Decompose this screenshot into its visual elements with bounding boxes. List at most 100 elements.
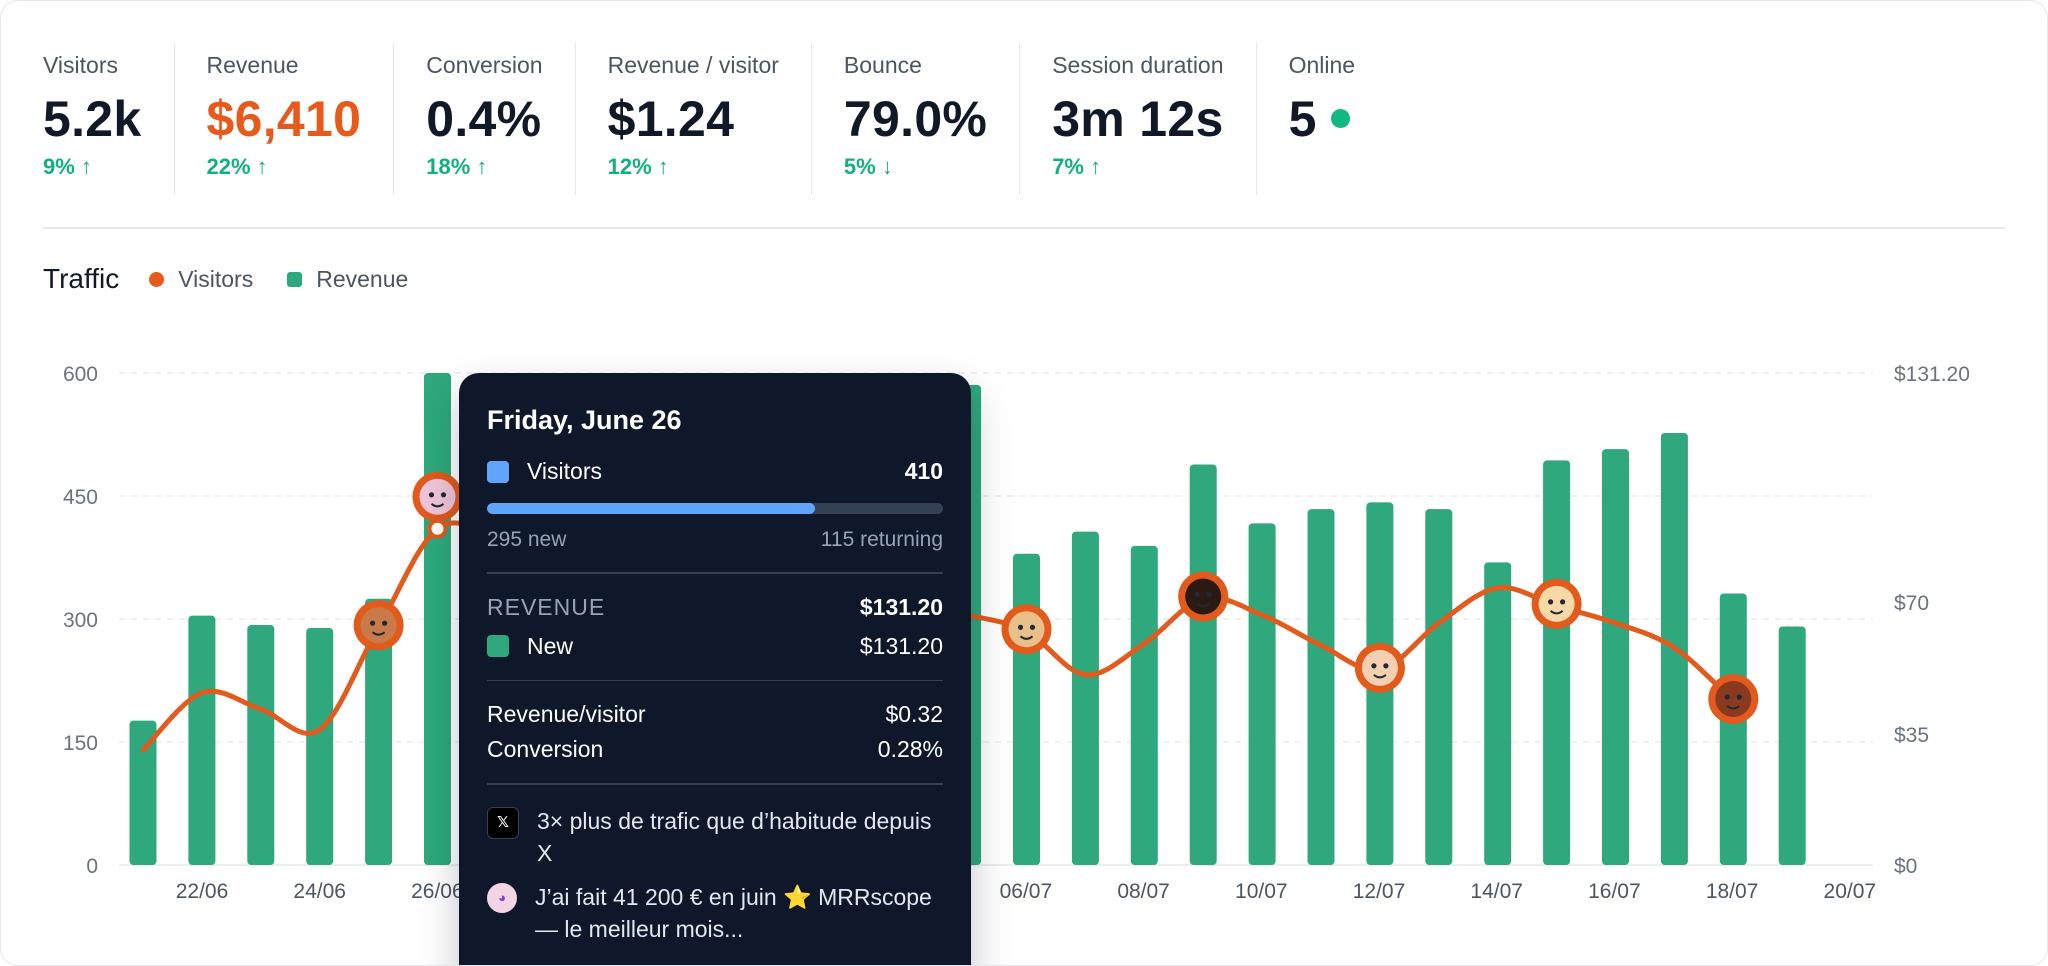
x-tick-label: 14/07 bbox=[1470, 880, 1523, 903]
stat-revenue[interactable]: Revenue $6,410 22% ↑ bbox=[173, 43, 394, 195]
tooltip-note-text: J’ai fait 41 200 € en juin ⭐ MRRscope — … bbox=[535, 883, 932, 942]
y-tick-label-left: 150 bbox=[63, 732, 98, 755]
avatar-mouth-icon bbox=[1373, 674, 1387, 679]
stat-conversion[interactable]: Conversion 0.4% 18% ↑ bbox=[393, 43, 574, 195]
x-tick-label: 06/07 bbox=[1000, 880, 1053, 903]
x-tick-label: 12/07 bbox=[1353, 880, 1406, 903]
avatar-mouth-icon bbox=[430, 503, 445, 508]
tooltip-note[interactable]: 𝕏 3× plus de trafic que d’habitude depui… bbox=[487, 805, 943, 869]
tooltip-conversion-label: Conversion bbox=[487, 736, 604, 762]
avatar-eye-icon bbox=[440, 492, 447, 498]
visitors-split-bar-fill bbox=[487, 503, 816, 514]
x-tick-label: 20/07 bbox=[1824, 880, 1877, 903]
legend-label: Visitors bbox=[178, 265, 254, 292]
stat-online[interactable]: Online 5 bbox=[1255, 43, 1387, 195]
revenue-bar bbox=[306, 628, 334, 865]
stat-value: 79.0% bbox=[843, 91, 988, 147]
stat-value-online: 5 bbox=[1289, 89, 1355, 149]
stat-value: $1.24 bbox=[607, 91, 735, 147]
y-tick-label-left: 600 bbox=[63, 363, 98, 386]
x-tick-label: 16/07 bbox=[1588, 880, 1641, 903]
x-logo-icon: 𝕏 bbox=[487, 806, 519, 839]
stat-label: Online bbox=[1288, 52, 1356, 78]
tooltip-divider bbox=[487, 679, 943, 681]
revenue-bar bbox=[1013, 553, 1040, 865]
revenue-bar bbox=[1130, 545, 1158, 865]
tooltip-returning-visitors: 115 returning bbox=[820, 528, 943, 551]
x-tick-label: 18/07 bbox=[1706, 880, 1759, 903]
tooltip-revenue-new-value: $131.20 bbox=[859, 632, 943, 659]
stat-label: Revenue bbox=[206, 52, 299, 78]
avatar-icon: ◕ bbox=[487, 882, 517, 913]
online-count: 5 bbox=[1288, 91, 1317, 147]
revenue-bar bbox=[129, 720, 157, 865]
avatar-eye-icon bbox=[1383, 663, 1389, 669]
legend-revenue[interactable]: Revenue bbox=[287, 266, 408, 293]
tooltip-rpv-row: Revenue/visitor $0.32 bbox=[487, 701, 943, 728]
stat-visitors[interactable]: Visitors 5.2k 9% ↑ bbox=[43, 43, 174, 195]
avatar-face-icon bbox=[1008, 611, 1045, 648]
revenue-bar bbox=[1778, 626, 1806, 865]
revenue-bar bbox=[1719, 593, 1747, 865]
tooltip-new-visitors: 295 new bbox=[487, 528, 567, 551]
stat-value: $6,410 bbox=[206, 91, 362, 147]
avatar-eye-icon bbox=[1736, 694, 1742, 700]
legend-visitors[interactable]: Visitors bbox=[149, 266, 253, 293]
stat-change: 12% ↑ bbox=[607, 154, 669, 179]
tooltip-note[interactable]: ◕ J’ai fait 41 200 € en juin ⭐ MRRscope … bbox=[487, 881, 943, 945]
visitors-split-bar bbox=[487, 503, 943, 514]
stat-label: Visitors bbox=[43, 52, 118, 78]
stat-change: 18% ↑ bbox=[426, 154, 488, 179]
stat-bounce[interactable]: Bounce 79.0% 5% ↓ bbox=[810, 43, 1019, 195]
tooltip-revenue-label: REVENUE bbox=[487, 593, 606, 620]
y-tick-label-right: $0 bbox=[1894, 855, 1917, 878]
stat-change: 22% ↑ bbox=[206, 154, 268, 179]
avatar-mouth-icon bbox=[1019, 635, 1034, 640]
avatar-mouth-icon bbox=[1549, 610, 1564, 615]
stat-session-duration[interactable]: Session duration 3m 12s 7% ↑ bbox=[1019, 43, 1255, 195]
stat-revenue-per-visitor[interactable]: Revenue / visitor $1.24 12% ↑ bbox=[574, 43, 811, 195]
avatar-eye-icon bbox=[370, 620, 376, 626]
revenue-bar bbox=[1248, 523, 1276, 865]
avatar-face-icon bbox=[419, 478, 456, 515]
avatar-eye-icon bbox=[382, 620, 388, 626]
revenue-swatch-icon bbox=[487, 635, 509, 657]
tooltip-note-text: 3× plus de trafic que d’habitude depuis … bbox=[537, 807, 932, 866]
stat-value: 5.2k bbox=[43, 91, 142, 147]
revenue-bar bbox=[247, 625, 275, 865]
stat-change: 7% ↑ bbox=[1052, 154, 1102, 179]
y-tick-label-right: $35 bbox=[1894, 724, 1929, 747]
y-tick-label-left: 0 bbox=[86, 855, 98, 878]
legend-label: Revenue bbox=[316, 265, 409, 292]
tooltip-visitors-row: Visitors 410 bbox=[487, 458, 943, 485]
revenue-bar bbox=[1307, 509, 1335, 865]
tooltip-divider bbox=[487, 783, 943, 785]
revenue-bar bbox=[1484, 562, 1512, 865]
y-tick-label-right: $70 bbox=[1894, 592, 1929, 615]
hover-point bbox=[427, 518, 448, 539]
avatar-mouth-icon bbox=[1726, 705, 1740, 710]
tooltip-date: Friday, June 26 bbox=[487, 405, 682, 435]
y-tick-label-left: 450 bbox=[63, 486, 98, 509]
revenue-bar bbox=[1425, 509, 1453, 865]
tooltip-revenue-value: $131.20 bbox=[859, 593, 943, 620]
tooltip-revenue-new-label: New bbox=[527, 632, 574, 659]
x-tick-label: 26/06 bbox=[411, 880, 464, 903]
visitors-swatch-icon bbox=[487, 460, 509, 483]
stats-row: Visitors 5.2k 9% ↑ Revenue $6,410 22% ↑ … bbox=[43, 43, 1387, 195]
tooltip-revenue-row: REVENUE $131.20 bbox=[487, 594, 943, 621]
avatar-face-icon bbox=[1185, 578, 1222, 615]
tooltip-revenue-new-row: New $131.20 bbox=[487, 633, 943, 660]
tooltip-divider bbox=[487, 572, 943, 574]
tooltip-conversion-row: Conversion 0.28% bbox=[487, 736, 943, 763]
avatar-eye-icon bbox=[1724, 694, 1730, 700]
avatar-face-icon bbox=[360, 607, 397, 644]
revenue-bar bbox=[1071, 531, 1099, 865]
tooltip-visitors-value: 410 bbox=[904, 458, 943, 484]
avatar-eye-icon bbox=[1206, 591, 1212, 598]
x-tick-label: 24/06 bbox=[293, 880, 346, 903]
revenue-bar bbox=[365, 598, 393, 865]
tooltip-visitors-label: Visitors bbox=[527, 458, 602, 484]
avatar-eye-icon bbox=[1548, 599, 1554, 605]
